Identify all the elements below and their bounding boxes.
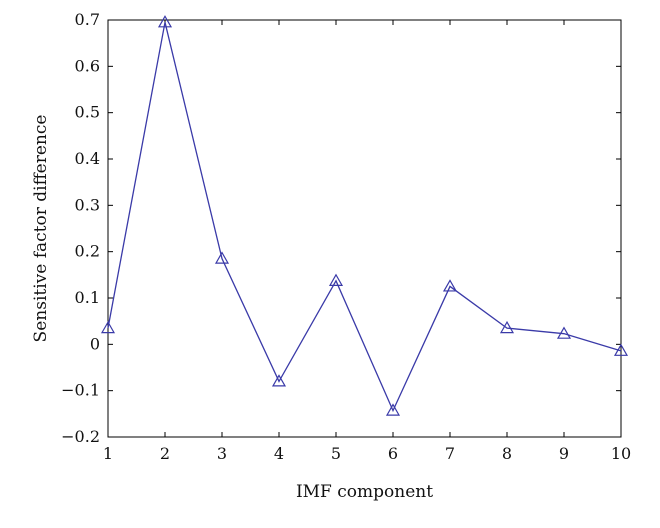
x-tick-label: 2	[160, 444, 170, 463]
x-axis-label: IMF component	[296, 482, 433, 502]
y-tick-label: 0.4	[75, 149, 100, 168]
x-tick-label: 7	[445, 444, 455, 463]
x-tick-label: 6	[388, 444, 398, 463]
y-tick-label: 0.2	[75, 242, 100, 261]
y-tick-label: 0.3	[75, 195, 100, 214]
y-axis-label: Sensitive factor difference	[31, 115, 51, 343]
data-point-marker	[271, 374, 287, 387]
series-line	[107, 22, 622, 413]
data-point-marker	[214, 251, 230, 264]
data-point-marker	[556, 326, 572, 339]
y-tick-label: −0.2	[61, 427, 100, 446]
data-point-marker	[613, 343, 629, 356]
y-tick-label: −0.1	[61, 381, 100, 400]
x-tick-label: 4	[274, 444, 284, 463]
y-tick-label: 0.5	[75, 103, 100, 122]
y-tick-label: 0.7	[75, 10, 100, 29]
data-point-marker	[499, 320, 515, 334]
x-tick-label: 10	[611, 444, 631, 463]
data-point-marker	[328, 273, 344, 286]
x-tick-label: 3	[217, 444, 227, 463]
data-point-marker	[157, 15, 173, 28]
series-layer	[100, 15, 629, 416]
x-axis: 1 2 3 4 5 6 7 8 9 10	[103, 20, 631, 463]
data-point-marker	[442, 279, 458, 292]
y-axis: −0.2 −0.1 0 0.1 0.2 0.3 0.4 0.5 0.6 0.7	[61, 10, 621, 446]
data-point-marker	[385, 403, 401, 416]
y-tick-label: 0.1	[75, 288, 100, 307]
x-tick-label: 9	[559, 444, 569, 463]
x-tick-label: 1	[103, 444, 113, 463]
data-point-marker	[100, 320, 116, 334]
y-tick-label: 0	[90, 334, 100, 353]
x-tick-label: 8	[502, 444, 512, 463]
x-tick-label: 5	[331, 444, 341, 463]
y-tick-label: 0.6	[75, 56, 100, 75]
plot-area	[107, 19, 622, 438]
